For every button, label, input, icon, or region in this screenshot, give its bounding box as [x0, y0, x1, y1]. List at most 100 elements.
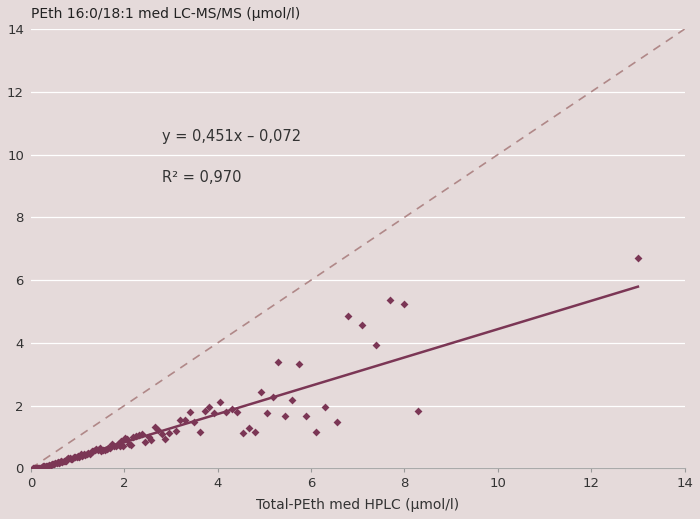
- Point: [38, 462, 49, 470]
- Point: [343, 311, 354, 320]
- Point: [78, 450, 90, 458]
- Point: [244, 424, 255, 432]
- Point: [29, 464, 41, 472]
- Point: [40, 462, 51, 471]
- Point: [46, 460, 57, 469]
- Point: [118, 442, 129, 450]
- Point: [94, 444, 105, 453]
- Point: [122, 435, 133, 443]
- Point: [54, 458, 65, 466]
- Point: [632, 254, 643, 262]
- Point: [62, 455, 73, 463]
- Point: [66, 455, 78, 463]
- Point: [81, 449, 92, 458]
- Point: [69, 453, 80, 461]
- Point: [287, 395, 298, 404]
- Point: [125, 441, 136, 449]
- Point: [149, 423, 160, 431]
- Point: [143, 433, 154, 441]
- Point: [96, 447, 107, 455]
- Point: [146, 436, 157, 444]
- Text: R² = 0,970: R² = 0,970: [162, 170, 241, 185]
- Point: [160, 434, 171, 443]
- Point: [108, 442, 120, 450]
- Point: [83, 449, 94, 457]
- Point: [179, 416, 190, 425]
- Point: [195, 428, 206, 436]
- Point: [232, 408, 243, 416]
- Point: [189, 418, 200, 426]
- Point: [106, 440, 118, 448]
- Point: [116, 437, 127, 445]
- Point: [80, 450, 91, 459]
- Point: [45, 460, 56, 469]
- Point: [35, 463, 46, 472]
- Point: [37, 463, 48, 472]
- Point: [68, 453, 79, 461]
- Point: [413, 407, 424, 416]
- Point: [301, 412, 312, 420]
- Point: [48, 460, 59, 469]
- Point: [331, 417, 342, 426]
- Point: [62, 454, 74, 462]
- Point: [184, 407, 195, 416]
- Point: [101, 444, 112, 453]
- Point: [27, 464, 38, 472]
- Point: [310, 428, 321, 436]
- Point: [98, 446, 109, 454]
- Point: [55, 457, 66, 466]
- Point: [74, 453, 85, 461]
- Point: [47, 460, 58, 468]
- Point: [36, 463, 47, 471]
- Point: [175, 415, 186, 424]
- Point: [90, 446, 101, 454]
- Point: [41, 462, 52, 470]
- Point: [43, 461, 54, 470]
- Point: [136, 429, 148, 438]
- Point: [123, 440, 134, 448]
- Point: [220, 407, 232, 416]
- Point: [88, 447, 99, 455]
- Point: [214, 398, 225, 406]
- Point: [170, 427, 181, 435]
- Point: [255, 388, 266, 396]
- Point: [105, 444, 116, 452]
- Point: [357, 321, 368, 330]
- Point: [86, 447, 97, 455]
- Point: [156, 430, 167, 439]
- Point: [319, 403, 330, 411]
- Point: [120, 434, 131, 442]
- Point: [48, 460, 60, 468]
- Point: [294, 360, 305, 368]
- Point: [29, 464, 40, 472]
- Point: [371, 341, 382, 349]
- Point: [204, 403, 215, 411]
- Point: [41, 462, 52, 470]
- Point: [32, 464, 43, 472]
- Point: [92, 446, 104, 454]
- Point: [38, 462, 50, 471]
- Point: [273, 358, 284, 366]
- Point: [65, 455, 76, 463]
- Point: [399, 300, 410, 308]
- Text: y = 0,451x – 0,072: y = 0,451x – 0,072: [162, 129, 301, 144]
- Point: [226, 404, 237, 413]
- Point: [71, 453, 82, 461]
- Point: [209, 408, 220, 417]
- Point: [52, 458, 63, 467]
- Point: [238, 429, 249, 437]
- Text: PEth 16:0/18:1 med LC-MS/MS (μmol/l): PEth 16:0/18:1 med LC-MS/MS (μmol/l): [31, 7, 300, 21]
- Point: [64, 454, 75, 462]
- Point: [112, 440, 123, 448]
- Point: [50, 459, 61, 468]
- Point: [33, 464, 44, 472]
- Point: [249, 428, 260, 436]
- Point: [30, 464, 41, 472]
- Point: [77, 452, 88, 460]
- Point: [76, 450, 87, 459]
- X-axis label: Total-PEth med HPLC (μmol/l): Total-PEth med HPLC (μmol/l): [256, 498, 459, 512]
- Point: [91, 445, 102, 454]
- Point: [99, 446, 111, 455]
- Point: [114, 442, 125, 450]
- Point: [163, 429, 174, 437]
